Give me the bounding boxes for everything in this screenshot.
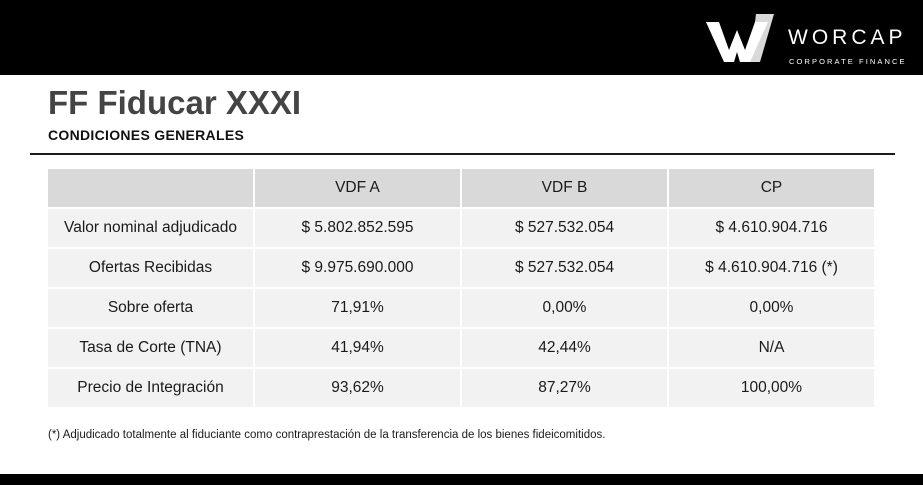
row-label: Valor nominal adjudicado bbox=[48, 209, 253, 247]
table-row: Tasa de Corte (TNA) 41,94% 42,44% N/A bbox=[48, 329, 874, 367]
table-cell: 100,00% bbox=[669, 369, 874, 407]
table-header-row: VDF A VDF B CP bbox=[48, 169, 874, 207]
footer-bar bbox=[0, 474, 923, 485]
table-cell: $ 4.610.904.716 bbox=[669, 209, 874, 247]
table-cell: 71,91% bbox=[255, 289, 460, 327]
conditions-table: VDF A VDF B CP Valor nominal adjudicado … bbox=[46, 167, 876, 409]
footnote: (*) Adjudicado totalmente al fiduciante … bbox=[48, 429, 606, 441]
table-cell: 93,62% bbox=[255, 369, 460, 407]
table-header-cell: CP bbox=[669, 169, 874, 207]
table-cell: 42,44% bbox=[462, 329, 667, 367]
table-cell: 41,94% bbox=[255, 329, 460, 367]
table-cell: $ 4.610.904.716 (*) bbox=[669, 249, 874, 287]
row-label: Tasa de Corte (TNA) bbox=[48, 329, 253, 367]
table-cell: $ 527.532.054 bbox=[462, 209, 667, 247]
row-label: Ofertas Recibidas bbox=[48, 249, 253, 287]
table-header-cell: VDF A bbox=[255, 169, 460, 207]
table-row: Precio de Integración 93,62% 87,27% 100,… bbox=[48, 369, 874, 407]
brand-name: WORCAP bbox=[788, 26, 907, 49]
divider bbox=[30, 153, 895, 155]
worcap-logo: WORCAP CORPORATE FINANCE bbox=[704, 12, 914, 68]
table-cell: $ 9.975.690.000 bbox=[255, 249, 460, 287]
row-label: Sobre oferta bbox=[48, 289, 253, 327]
table-header-cell: VDF B bbox=[462, 169, 667, 207]
table-row: Valor nominal adjudicado $ 5.802.852.595… bbox=[48, 209, 874, 247]
table-cell: $ 527.532.054 bbox=[462, 249, 667, 287]
page-title: FF Fiducar XXXI bbox=[48, 84, 302, 121]
row-label: Precio de Integración bbox=[48, 369, 253, 407]
section-subtitle: CONDICIONES GENERALES bbox=[48, 127, 245, 143]
table-row: Ofertas Recibidas $ 9.975.690.000 $ 527.… bbox=[48, 249, 874, 287]
table-row: Sobre oferta 71,91% 0,00% 0,00% bbox=[48, 289, 874, 327]
brand-tagline: CORPORATE FINANCE bbox=[789, 57, 907, 66]
table-cell: 0,00% bbox=[462, 289, 667, 327]
table-cell: N/A bbox=[669, 329, 874, 367]
table-cell: $ 5.802.852.595 bbox=[255, 209, 460, 247]
table-cell: 87,27% bbox=[462, 369, 667, 407]
header-bar: WORCAP CORPORATE FINANCE bbox=[0, 0, 923, 75]
w-logo-icon bbox=[706, 14, 774, 62]
table-header-cell bbox=[48, 169, 253, 207]
table-cell: 0,00% bbox=[669, 289, 874, 327]
